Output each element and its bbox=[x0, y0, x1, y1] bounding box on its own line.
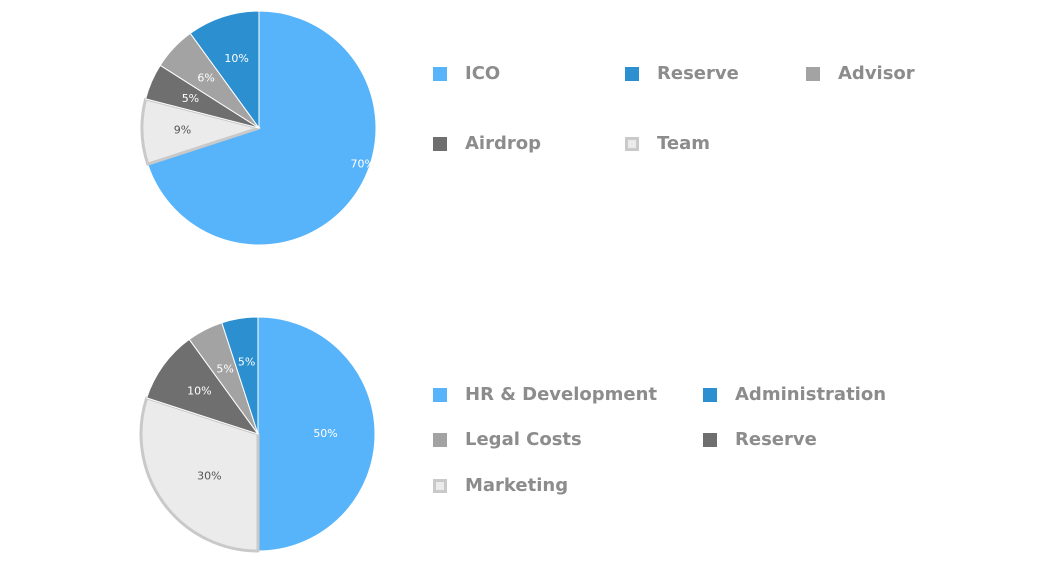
legend-swatch bbox=[433, 478, 447, 493]
legend-label: Reserve bbox=[657, 63, 739, 84]
legend-label: Advisor bbox=[838, 63, 915, 84]
pie-slice-administration bbox=[221, 316, 259, 435]
legend-swatch bbox=[433, 136, 447, 151]
legend-swatch bbox=[625, 136, 639, 151]
legend-swatch bbox=[433, 387, 447, 402]
slice-label-marketing: 30% bbox=[197, 470, 221, 483]
slice-label-advisor: 6% bbox=[197, 71, 214, 84]
legend-label: ICO bbox=[465, 63, 501, 84]
slice-label-reserve: 10% bbox=[224, 52, 248, 65]
legend-label: Legal Costs bbox=[465, 429, 582, 450]
legend-item-legal-costs: Legal Costs bbox=[433, 429, 582, 450]
legend-swatch bbox=[433, 66, 447, 81]
legend-item-airdrop: Airdrop bbox=[433, 133, 541, 154]
slice-label-airdrop: 5% bbox=[182, 92, 199, 105]
pie-slice-ico bbox=[147, 10, 377, 246]
pie-slice-marketing bbox=[139, 396, 260, 553]
legend-label: Team bbox=[657, 133, 710, 154]
slice-label-ico: 70% bbox=[350, 158, 374, 171]
legend-swatch bbox=[703, 387, 717, 402]
legend-item-ico: ICO bbox=[433, 63, 500, 84]
legend-swatch bbox=[625, 66, 639, 81]
slice-label-reserve: 10% bbox=[187, 384, 211, 397]
slice-label-legal-costs: 5% bbox=[216, 362, 233, 375]
legend-item-marketing: Marketing bbox=[433, 475, 568, 496]
token-distribution-chart: 70% 9% 5% 6% 10% bbox=[0, 0, 1062, 270]
legend-item-administration: Administration bbox=[703, 384, 886, 405]
legend-swatch bbox=[433, 432, 447, 447]
legend-item-hr-development: HR & Development bbox=[433, 384, 657, 405]
pie-slice-reserve bbox=[189, 10, 260, 129]
legend-label: HR & Development bbox=[465, 384, 658, 405]
legend-item-reserve: Reserve bbox=[625, 63, 739, 84]
legend-swatch bbox=[703, 432, 717, 447]
pie-chart: 70% 9% 5% 6% 10% bbox=[140, 10, 377, 246]
legend-item-team: Team bbox=[625, 133, 710, 154]
legend-label: Reserve bbox=[735, 429, 817, 450]
legend-item-reserve: Reserve bbox=[703, 429, 817, 450]
slice-label-administration: 5% bbox=[238, 355, 255, 368]
legend-label: Administration bbox=[735, 384, 887, 405]
legend-label: Airdrop bbox=[465, 133, 541, 154]
slice-label-hr-development: 50% bbox=[313, 427, 337, 440]
legend-label: Marketing bbox=[465, 475, 569, 496]
fund-allocation-chart: 50% 30% 10% 5% 5% bbox=[0, 300, 1062, 566]
slice-label-team: 9% bbox=[174, 123, 191, 136]
pie-chart: 50% 30% 10% 5% 5% bbox=[139, 316, 376, 553]
legend-swatch bbox=[806, 66, 820, 81]
pie-slice-reserve bbox=[146, 338, 259, 435]
pie-slice-hr-development bbox=[257, 316, 376, 552]
legend-item-advisor: Advisor bbox=[806, 63, 915, 84]
